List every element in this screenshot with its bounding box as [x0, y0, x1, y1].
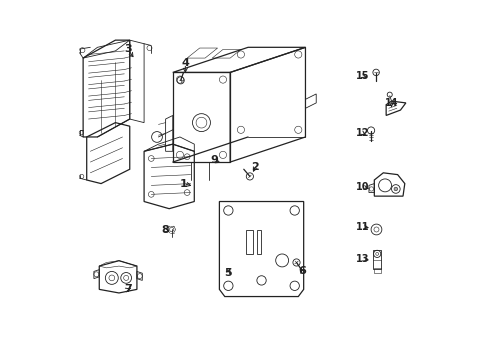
Text: 1: 1 — [179, 179, 187, 189]
Text: 13: 13 — [355, 254, 369, 264]
Text: 14: 14 — [384, 98, 397, 108]
Text: 8: 8 — [162, 225, 169, 235]
Text: 9: 9 — [210, 155, 218, 165]
Text: 10: 10 — [355, 182, 369, 192]
Text: 2: 2 — [251, 162, 259, 172]
Text: 6: 6 — [297, 266, 305, 276]
Bar — [372, 250, 381, 269]
Text: 4: 4 — [181, 58, 189, 68]
Text: 15: 15 — [355, 71, 369, 81]
Text: 12: 12 — [355, 129, 369, 138]
Circle shape — [393, 187, 397, 191]
Bar — [373, 268, 380, 273]
Text: 7: 7 — [124, 284, 132, 294]
Text: 11: 11 — [355, 222, 369, 231]
Text: 3: 3 — [124, 44, 131, 54]
Bar — [246, 230, 252, 254]
Text: 5: 5 — [224, 268, 231, 278]
Bar — [257, 230, 260, 254]
